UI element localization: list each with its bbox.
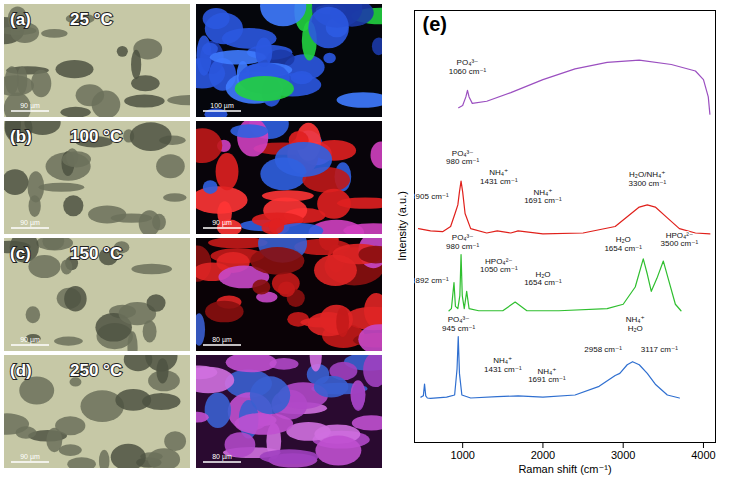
svg-text:H₂O1654 cm⁻¹: H₂O1654 cm⁻¹ <box>604 235 642 252</box>
svg-text:(a): (a) <box>10 10 31 29</box>
svg-text:90 µm: 90 µm <box>20 102 40 110</box>
svg-text:(c): (c) <box>10 244 31 263</box>
svg-text:NH₄⁺1431 cm⁻¹: NH₄⁺1431 cm⁻¹ <box>484 356 522 373</box>
svg-text:90 µm: 90 µm <box>20 219 40 227</box>
svg-text:905 cm⁻¹: 905 cm⁻¹ <box>416 192 449 201</box>
svg-text:80 µm: 80 µm <box>212 336 232 344</box>
svg-text:HPO₄²⁻1050 cm⁻¹: HPO₄²⁻1050 cm⁻¹ <box>480 257 518 274</box>
svg-text:PO₄³⁻945 cm⁻¹: PO₄³⁻945 cm⁻¹ <box>442 315 475 332</box>
svg-text:2000: 2000 <box>531 449 555 461</box>
svg-text:100 °C: 100 °C <box>70 127 122 146</box>
svg-text:150 °C: 150 °C <box>70 244 122 263</box>
svg-text:80 µm: 80 µm <box>212 453 232 461</box>
svg-text:NH₄⁺1431 cm⁻¹: NH₄⁺1431 cm⁻¹ <box>480 168 518 185</box>
svg-text:25 °C: 25 °C <box>70 10 113 29</box>
svg-text:NH₄⁺1691 cm⁻¹: NH₄⁺1691 cm⁻¹ <box>528 367 566 384</box>
svg-text:90 µm: 90 µm <box>212 219 232 227</box>
svg-text:(b): (b) <box>10 127 32 146</box>
svg-text:3000: 3000 <box>611 449 635 461</box>
svg-text:NH₄⁺H₂O: NH₄⁺H₂O <box>626 315 645 332</box>
svg-text:250 °C: 250 °C <box>70 361 122 380</box>
svg-text:90 µm: 90 µm <box>20 336 40 344</box>
svg-text:(d): (d) <box>10 361 32 380</box>
svg-text:Intensity (a.u.): Intensity (a.u.) <box>396 191 408 261</box>
svg-text:H₂O1654 cm⁻¹: H₂O1654 cm⁻¹ <box>524 270 562 287</box>
svg-text:4000: 4000 <box>691 449 715 461</box>
svg-text:3117 cm⁻¹: 3117 cm⁻¹ <box>641 345 678 354</box>
svg-text:892 cm⁻¹: 892 cm⁻¹ <box>416 276 449 285</box>
svg-text:NH₄⁺1691 cm⁻¹: NH₄⁺1691 cm⁻¹ <box>524 188 562 205</box>
svg-text:Raman shift (cm⁻¹): Raman shift (cm⁻¹) <box>518 463 611 475</box>
svg-text:1000: 1000 <box>450 449 474 461</box>
svg-text:PO₄³⁻980 cm⁻¹: PO₄³⁻980 cm⁻¹ <box>446 233 479 250</box>
svg-text:PO₄³⁻1060 cm⁻¹: PO₄³⁻1060 cm⁻¹ <box>449 58 487 75</box>
svg-text:HPO₄²⁻3500 cm⁻¹: HPO₄²⁻3500 cm⁻¹ <box>661 231 699 248</box>
svg-text:100 µm: 100 µm <box>210 102 234 110</box>
svg-text:90 µm: 90 µm <box>20 453 40 461</box>
svg-text:(e): (e) <box>423 13 447 35</box>
svg-text:H₂O/NH₄⁺3300 cm⁻¹: H₂O/NH₄⁺3300 cm⁻¹ <box>628 170 666 187</box>
svg-text:PO₄³⁻980 cm⁻¹: PO₄³⁻980 cm⁻¹ <box>446 149 479 166</box>
svg-text:2958 cm⁻¹: 2958 cm⁻¹ <box>584 345 622 354</box>
